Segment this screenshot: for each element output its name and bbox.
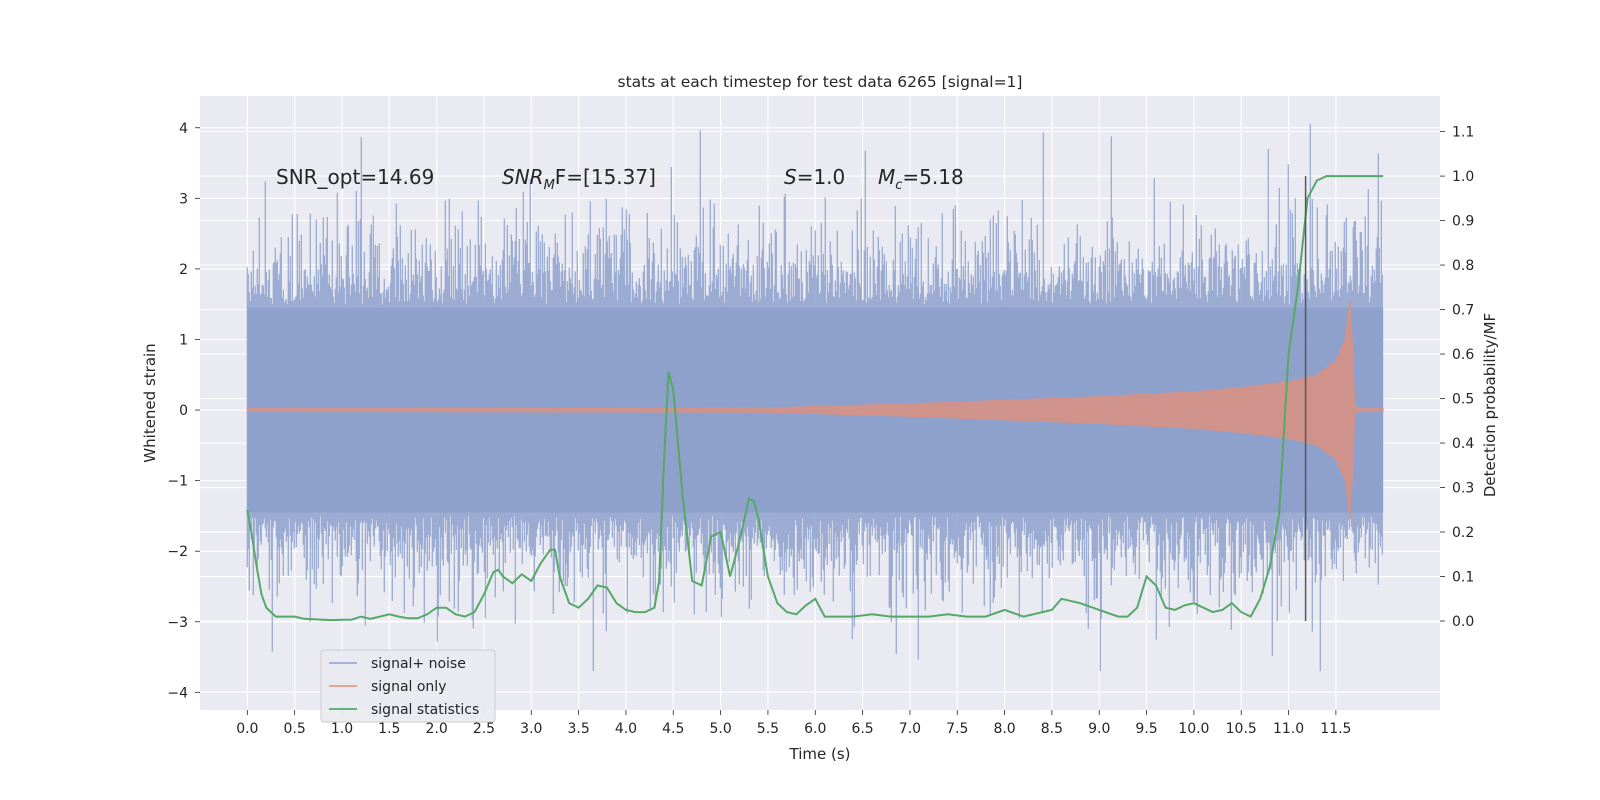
x-tick-label: 0.0: [236, 721, 258, 737]
y-left-tick-label: 2: [179, 262, 188, 278]
y-right-tick-label: 0.6: [1452, 347, 1474, 363]
y-axis-right-label: Detection probability/MF: [1481, 313, 1499, 497]
annotations: SNR_opt=14.69 SNRMF=[15.37] S=1.0 Mc=5.1…: [276, 165, 964, 193]
x-tick-label: 4.5: [662, 721, 684, 737]
signal-only-envelope: [246, 300, 1384, 520]
y-right-tick-label: 0.9: [1452, 214, 1474, 230]
legend-label-signal-noise: signal+ noise: [371, 656, 466, 672]
x-tick-label: 9.0: [1088, 721, 1110, 737]
x-tick-label: 2.5: [473, 721, 495, 737]
x-tick-label: 11.0: [1273, 721, 1304, 737]
s-symbol: S: [784, 165, 797, 189]
annotation-snr-mf: SNRMF=[15.37]: [502, 165, 656, 193]
mc-value: =5.18: [902, 165, 963, 189]
x-tick-label: 10.5: [1226, 721, 1257, 737]
y-right-tick-label: 1.1: [1452, 125, 1474, 141]
y-axis-left-label: Whitened strain: [141, 343, 159, 462]
y-left-tick-label: −4: [167, 685, 188, 701]
annotation-snr-opt: SNR_opt=14.69: [276, 165, 434, 189]
y-right-tick-label: 0.2: [1452, 525, 1474, 541]
y-left-tick-label: −1: [167, 474, 188, 490]
y-left-tick-label: −3: [167, 615, 188, 631]
signal-statistics-series: [246, 175, 1384, 622]
x-tick-label: 11.5: [1320, 721, 1351, 737]
y-right-tick-label: 1.0: [1452, 169, 1474, 185]
x-tick-label: 3.0: [520, 721, 542, 737]
y-right-tick-label: 0.5: [1452, 392, 1474, 408]
axis-ticks: 0.0 0.5 1.0 1.5 2.0 2.5 3.0 3.5 4.0 4.5 5.0 5.5 6.0 6…: [167, 121, 1474, 737]
x-tick-label: 8.0: [993, 721, 1015, 737]
x-axis-label: Time (s): [789, 745, 851, 763]
snr-mf-subscript: M: [544, 178, 555, 193]
y-right-tick-label: 0.8: [1452, 258, 1474, 274]
x-tick-label: 1.5: [378, 721, 400, 737]
x-tick-label: 3.5: [567, 721, 589, 737]
y-left-tick-label: 4: [179, 121, 188, 137]
y-right-tick-label: 0.3: [1452, 481, 1474, 497]
y-right-tick-label: 0.7: [1452, 303, 1474, 319]
x-tick-label: 2.0: [426, 721, 448, 737]
x-tick-label: 6.5: [851, 721, 873, 737]
legend: signal+ noise signal only signal statist…: [320, 649, 496, 723]
x-tick-label: 1.0: [331, 721, 353, 737]
y-left-tick-label: 3: [179, 191, 188, 207]
x-tick-label: 9.5: [1135, 721, 1157, 737]
x-tick-label: 7.0: [899, 721, 921, 737]
y-left-tick-label: 0: [179, 403, 188, 419]
x-tick-label: 7.5: [946, 721, 968, 737]
y-left-tick-label: −2: [167, 544, 188, 560]
y-right-tick-label: 0.0: [1452, 614, 1474, 630]
x-tick-label: 0.5: [284, 721, 306, 737]
snr-mf-value: F=[15.37]: [555, 165, 656, 189]
signal-statistics-line: [246, 175, 1384, 622]
x-tick-label: 6.0: [804, 721, 826, 737]
mc-subscript: c: [895, 178, 902, 193]
legend-label-signal-statistics: signal statistics: [371, 702, 479, 718]
x-tick-label: 8.5: [1041, 721, 1063, 737]
x-tick-label: 5.5: [757, 721, 779, 737]
y-right-tick-label: 0.1: [1452, 570, 1474, 586]
legend-box: [320, 649, 496, 723]
x-tick-label: 10.0: [1178, 721, 1209, 737]
chart-title: stats at each timestep for test data 626…: [618, 73, 1023, 91]
annotation-mc: Mc=5.18: [878, 165, 964, 193]
y-left-tick-label: 1: [179, 332, 188, 348]
signal-only-series: [246, 300, 1384, 520]
x-tick-label: 5.0: [709, 721, 731, 737]
x-tick-label: 4.0: [615, 721, 637, 737]
legend-label-signal-only: signal only: [371, 679, 446, 695]
s-value: =1.0: [797, 165, 846, 189]
snr-mf-symbol: SNR: [502, 165, 544, 189]
y-right-tick-label: 0.4: [1452, 436, 1474, 452]
mc-symbol: M: [878, 165, 895, 189]
annotation-s: S=1.0: [784, 165, 845, 189]
